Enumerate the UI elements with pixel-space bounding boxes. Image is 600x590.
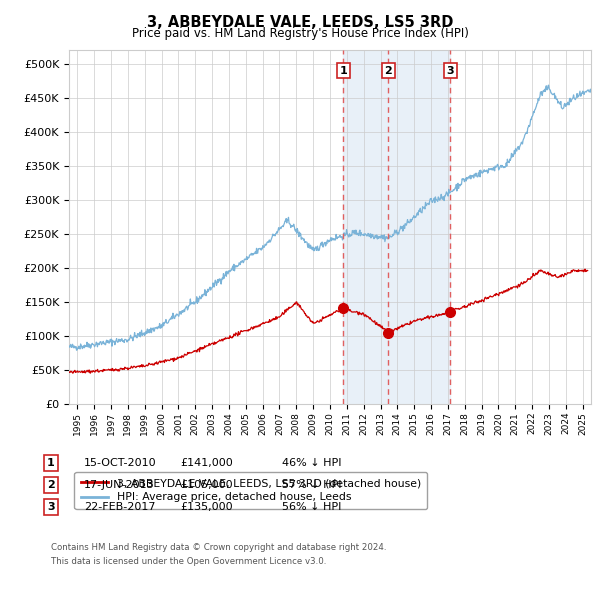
Text: 22-FEB-2017: 22-FEB-2017 <box>84 502 155 512</box>
Text: £135,000: £135,000 <box>180 502 233 512</box>
Text: £141,000: £141,000 <box>180 458 233 468</box>
Text: 2: 2 <box>47 480 55 490</box>
Text: This data is licensed under the Open Government Licence v3.0.: This data is licensed under the Open Gov… <box>51 557 326 566</box>
Bar <box>343 50 450 404</box>
Text: 1: 1 <box>340 65 347 76</box>
Text: 57% ↓ HPI: 57% ↓ HPI <box>282 480 341 490</box>
Text: 3, ABBEYDALE VALE, LEEDS, LS5 3RD: 3, ABBEYDALE VALE, LEEDS, LS5 3RD <box>147 15 453 30</box>
Text: 3: 3 <box>446 65 454 76</box>
Legend: 3, ABBEYDALE VALE, LEEDS, LS5 3RD (detached house), HPI: Average price, detached: 3, ABBEYDALE VALE, LEEDS, LS5 3RD (detac… <box>74 471 427 509</box>
Text: 15-OCT-2010: 15-OCT-2010 <box>84 458 157 468</box>
Text: 56% ↓ HPI: 56% ↓ HPI <box>282 502 341 512</box>
Text: 3: 3 <box>47 502 55 512</box>
Text: Contains HM Land Registry data © Crown copyright and database right 2024.: Contains HM Land Registry data © Crown c… <box>51 543 386 552</box>
Text: £105,000: £105,000 <box>180 480 233 490</box>
Text: 17-JUN-2013: 17-JUN-2013 <box>84 480 155 490</box>
Text: 1: 1 <box>47 458 55 468</box>
Text: 46% ↓ HPI: 46% ↓ HPI <box>282 458 341 468</box>
Text: Price paid vs. HM Land Registry's House Price Index (HPI): Price paid vs. HM Land Registry's House … <box>131 27 469 40</box>
Text: 2: 2 <box>385 65 392 76</box>
